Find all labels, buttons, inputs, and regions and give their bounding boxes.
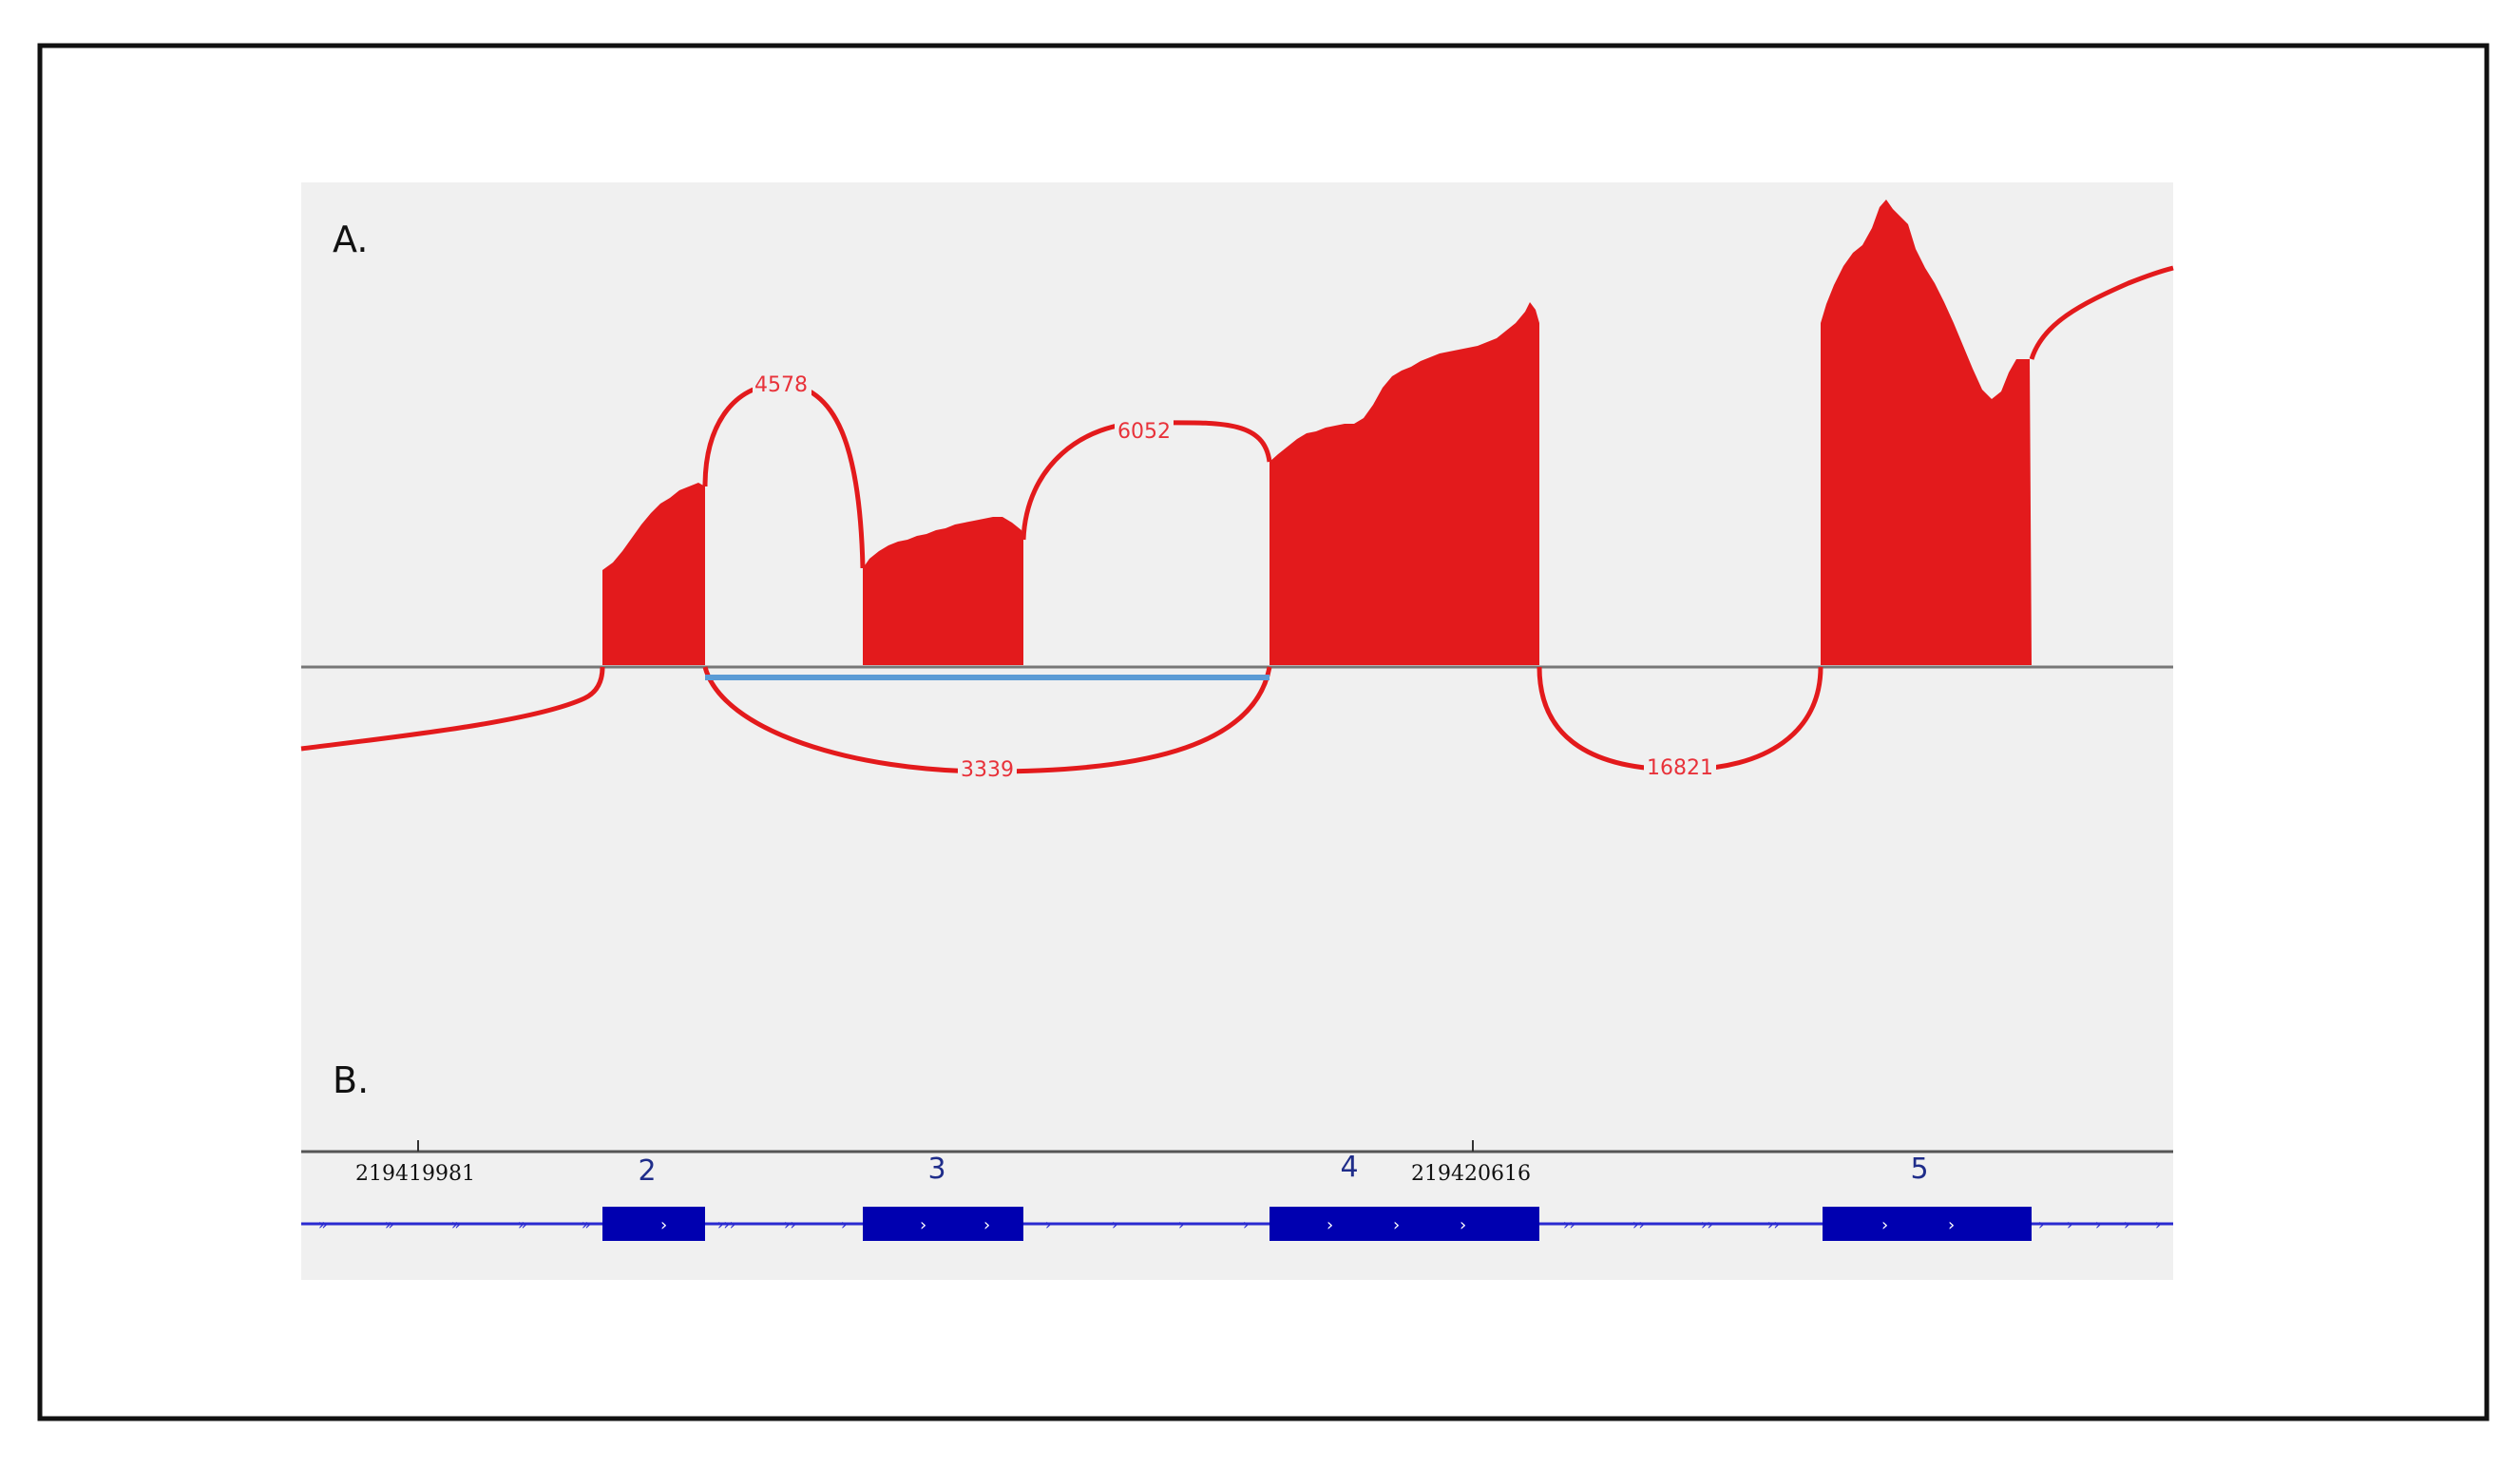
coordinate-label-2: 219420616 (1411, 1162, 1531, 1186)
exon-2 (602, 1207, 705, 1241)
svg-text:››: ›› (1701, 1215, 1713, 1233)
junction-label-3339: 3339 (961, 758, 1014, 782)
gene-model: » » » » » ››› ›› › › › › › ›› ›› ›› ›› ›… (301, 1151, 2173, 1241)
junction-arc-left-edge (300, 666, 605, 752)
svg-text:»: » (451, 1215, 461, 1233)
svg-text:››: ›› (1632, 1215, 1645, 1233)
svg-text:›: › (1393, 1215, 1400, 1235)
svg-text:›: › (2067, 1215, 2072, 1233)
exon-chevrons: › › › › › › › › (660, 1215, 1955, 1235)
svg-text:›: › (2038, 1215, 2044, 1233)
svg-text:»: » (518, 1215, 527, 1233)
exon-3 (863, 1207, 1023, 1241)
svg-text:›: › (920, 1215, 926, 1235)
exon-label-2: 2 (638, 1154, 656, 1188)
coverage-track (602, 200, 2032, 665)
svg-text:›: › (1948, 1215, 1955, 1235)
svg-text:»: » (318, 1215, 328, 1233)
svg-text:›: › (1460, 1215, 1466, 1235)
exon-5 (1823, 1207, 2032, 1241)
svg-text:›: › (1243, 1215, 1249, 1233)
coordinate-label-1: 219419981 (355, 1162, 475, 1186)
junction-arc-right-edge (2029, 265, 2174, 360)
svg-text:›: › (1327, 1215, 1333, 1235)
svg-text:›: › (1881, 1215, 1888, 1235)
svg-text:››: ›› (1767, 1215, 1780, 1233)
svg-text:›: › (841, 1215, 847, 1233)
exon-label-4: 4 (1340, 1151, 1358, 1184)
svg-text:»: » (582, 1215, 591, 1233)
panel-a-label: A. (333, 219, 368, 260)
svg-text:»: » (385, 1215, 394, 1233)
svg-text:›: › (1178, 1215, 1184, 1233)
panel-b-label: B. (333, 1059, 369, 1101)
svg-text:›: › (2155, 1215, 2161, 1233)
svg-text:›: › (983, 1215, 990, 1235)
svg-text:›: › (2095, 1215, 2101, 1233)
svg-text:›: › (2124, 1215, 2129, 1233)
coverage-exon-2 (602, 483, 705, 665)
coverage-exon-5 (1821, 200, 2032, 665)
svg-text:›: › (660, 1215, 667, 1235)
svg-text:›: › (1045, 1215, 1051, 1233)
exon-4 (1270, 1207, 1539, 1241)
svg-text:››: ›› (784, 1215, 796, 1233)
svg-text:››: ›› (1563, 1215, 1575, 1233)
coverage-exon-3 (863, 517, 1023, 665)
svg-text:›››: ››› (717, 1215, 735, 1233)
exon-label-5: 5 (1910, 1153, 1928, 1186)
exon-label-3: 3 (927, 1153, 945, 1186)
junction-label-16821: 16821 (1647, 756, 1713, 780)
junction-label-6052: 6052 (1117, 420, 1171, 444)
intron-arrows: » » » » » ››› ›› › › › › › ›› ›› ›› ›› ›… (318, 1215, 2161, 1233)
svg-text:›: › (1112, 1215, 1117, 1233)
junction-labels: 4578 6052 3339 16821 (753, 372, 1716, 782)
junction-label-4578: 4578 (754, 373, 808, 397)
coverage-exon-4 (1270, 302, 1539, 665)
